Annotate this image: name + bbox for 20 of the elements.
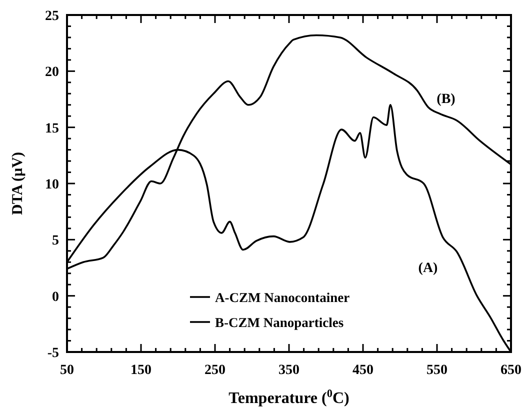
x-tick-label: 250 <box>204 363 226 378</box>
y-tick-label: 20 <box>45 65 59 80</box>
y-tick-label: 15 <box>45 121 59 136</box>
y-axis-title: DTA (µV) <box>10 152 26 215</box>
legend-label: B-CZM Nanoparticles <box>215 315 344 330</box>
x-tick-label: 450 <box>352 363 374 378</box>
x-tick-label: 350 <box>278 363 300 378</box>
y-tick-label: 25 <box>45 9 59 24</box>
y-tick-label: 0 <box>52 290 59 305</box>
x-tick-label: 150 <box>130 363 152 378</box>
y-tick-label: -5 <box>47 346 59 361</box>
x-tick-label: 50 <box>60 363 74 378</box>
y-tick-label: 5 <box>52 234 59 249</box>
x-tick-label: 650 <box>500 363 522 378</box>
y-tick-label: 10 <box>45 178 59 192</box>
annotation: (A) <box>418 261 438 276</box>
annotation: (B) <box>436 92 456 107</box>
x-tick-label: 550 <box>426 363 448 378</box>
legend-label: A-CZM Nanocontainer <box>215 290 350 305</box>
x-axis-title: Temperature ($^{0}$C) <box>228 388 350 407</box>
